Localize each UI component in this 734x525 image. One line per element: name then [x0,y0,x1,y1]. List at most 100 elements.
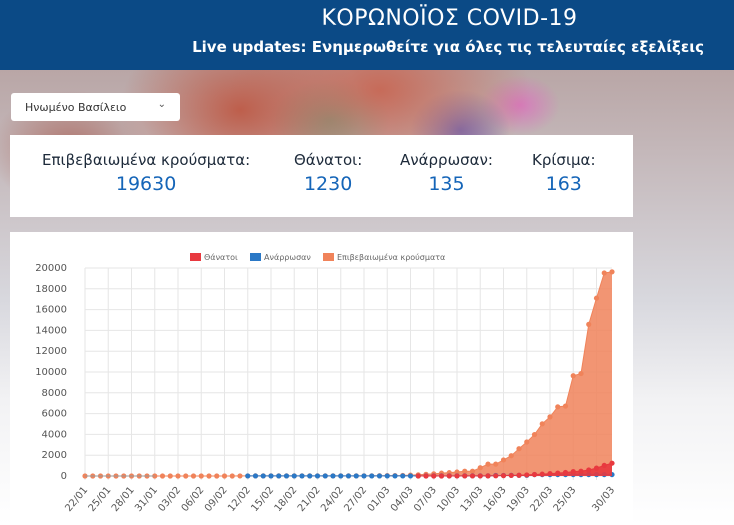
data-point [547,414,553,420]
data-point [562,469,569,476]
data-point [369,473,375,479]
x-tick-label: 30/03 [590,485,617,514]
stat-value: 163 [545,173,582,195]
data-point [454,473,460,479]
country-select-value: Ηνωμένο Βασίλειο [25,101,127,114]
data-point [516,446,522,452]
data-point [384,473,390,479]
data-point [493,461,499,467]
data-point [593,465,600,471]
data-point [593,295,600,301]
data-point [314,473,321,479]
y-tick-label: 0 [61,471,67,482]
data-point [570,469,576,475]
y-tick-label: 14000 [35,325,67,336]
data-point [322,473,328,479]
data-point [586,321,592,327]
x-tick-label: 16/03 [482,485,509,514]
stat-value: 19630 [115,173,177,195]
legend-label: Επιβεβαιωμένα κρούσματα [337,252,445,262]
data-point [477,465,483,471]
stat-critical: Κρίσιμα: 163 [532,151,596,195]
data-point [609,460,615,466]
y-tick-label: 16000 [35,305,67,316]
data-point [183,473,189,479]
data-point [268,473,274,479]
data-point [601,462,607,469]
x-tick-label: 27/02 [342,485,369,514]
data-point [245,473,251,479]
data-point [167,473,173,479]
x-tick-label: 25/01 [87,485,114,514]
y-tick-label: 20000 [35,263,67,274]
data-point [237,473,243,479]
data-point [578,468,584,474]
stats-card: Επιβεβαιωμένα κρούσματα: 19630 Θάνατοι: … [10,135,633,217]
data-point [307,473,313,479]
x-tick-label: 01/03 [366,485,393,514]
data-point [555,404,561,410]
stat-label: Επιβεβαιωμένα κρούσματα: [42,151,251,169]
country-select[interactable]: Ηνωμένο Βασίλειο ⌄ [11,93,180,121]
stat-recovered: Ανάρρωσαν: 135 [400,151,493,195]
x-tick-label: 24/02 [319,485,346,514]
data-point [198,473,204,479]
data-point [376,473,383,479]
data-point [353,473,359,479]
x-tick-label: 28/01 [110,485,137,514]
x-tick-label: 12/02 [226,485,253,514]
data-point [555,470,561,476]
data-point [175,473,181,479]
x-tick-label: 21/02 [296,485,323,514]
data-point [500,457,507,463]
x-tick-label: 10/03 [435,485,462,514]
x-tick-label: 15/02 [249,485,276,514]
header: ΚΟΡΩΝΟΪΟΣ COVID-19 Live updates: Ενημερω… [0,0,734,70]
data-point [586,467,592,473]
x-tick-label: 18/02 [273,485,300,514]
page-subtitle: Live updates: Ενημερωθείτε για όλες τις … [192,38,704,56]
x-tick-label: 04/03 [389,485,416,514]
data-point [500,473,507,479]
legend-label: Ανάρρωσαν [264,253,311,262]
data-point [508,453,514,459]
legend-swatch [323,253,334,261]
y-tick-label: 8000 [42,388,67,399]
data-point [415,473,421,479]
x-tick-label: 22/01 [63,485,90,514]
stat-confirmed: Επιβεβαιωμένα κρούσματα: 19630 [42,151,250,195]
data-point [276,473,282,479]
data-point [229,473,235,479]
x-tick-label: 13/03 [459,485,486,514]
series-area [85,271,612,476]
data-point [485,473,491,479]
stat-value: 1230 [303,173,353,195]
x-tick-label: 22/03 [528,485,555,514]
y-tick-label: 12000 [35,346,67,357]
legend-label: Θάνατοι [204,253,238,262]
data-point [431,473,437,479]
y-tick-label: 6000 [42,409,67,420]
data-point [299,473,305,479]
data-point [330,473,336,479]
data-point [260,473,266,479]
data-point [516,472,522,478]
cases-chart: 0 2000 4000 6000 8000 10000 12000 14000 16000 180… [35,252,617,514]
data-point [493,473,499,479]
data-point [477,473,483,479]
data-point [214,473,220,479]
data-point [221,473,228,479]
y-tick-label: 4000 [42,429,67,440]
stat-label: Κρίσιμα: [532,151,596,169]
data-point [539,421,545,427]
data-point [508,472,514,479]
data-point [485,461,491,467]
x-tick-label: 25/03 [552,485,579,514]
chevron-down-icon: ⌄ [157,99,166,110]
data-point [159,473,166,479]
stat-value: 135 [428,173,465,195]
x-tick-label: 06/02 [180,485,207,514]
data-point [469,473,476,479]
data-point [531,431,538,438]
data-point [609,269,615,275]
